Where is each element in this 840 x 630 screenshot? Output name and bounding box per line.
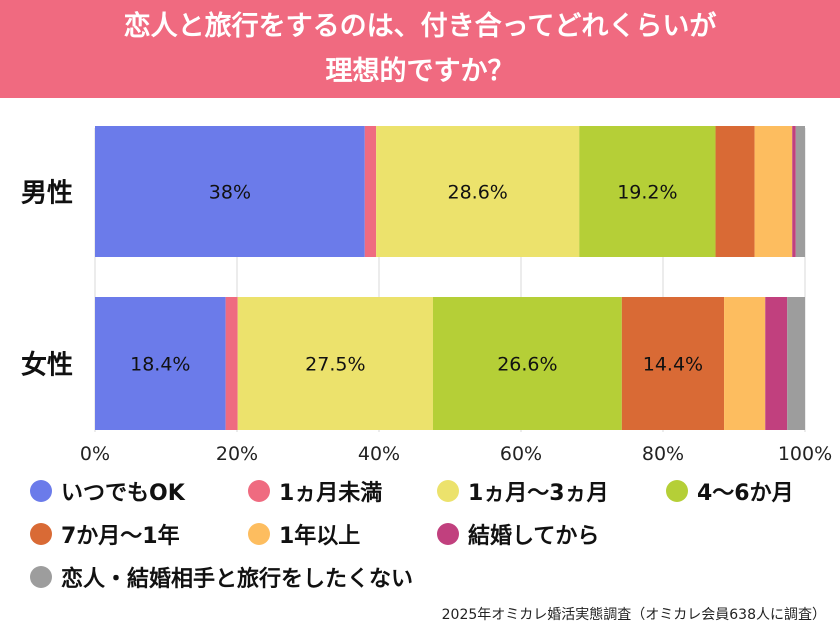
- legend-item-7: 恋人・結婚相手と旅行をしたくない: [30, 558, 413, 596]
- data-label-4: 27.5%: [305, 354, 365, 376]
- bar-segment-1-4: [621, 297, 725, 430]
- legend-swatch-0: [30, 480, 52, 502]
- legend-item-6: 結婚してから: [437, 515, 599, 553]
- legend-swatch-3: [666, 480, 688, 502]
- chart-legend: いつでもOK 1ヵ月未満 1ヵ月〜3ヵ月 4〜6か月 7か月〜1年 1年以上 結婚してから恋…: [0, 470, 840, 600]
- bar-segment-0-6: [792, 126, 796, 257]
- legend-item-4: 7か月〜1年: [30, 515, 180, 553]
- data-label-2: 19.2%: [617, 182, 677, 204]
- chart-title-banner: 恋人と旅行をするのは、付き合ってどれくらいが 理想的ですか？: [0, 0, 840, 98]
- source-note: 2025年オミカレ婚活実態調査（オミカレ会員638人に調査）: [441, 607, 826, 623]
- legend-item-1: 1ヵ月未満: [248, 472, 382, 510]
- data-label-1: 28.6%: [448, 182, 508, 204]
- bar-segment-0-7: [795, 126, 805, 257]
- chart-title-line1: 恋人と旅行をするのは、付き合ってどれくらいが: [123, 11, 717, 42]
- x-tick-label-0: 0%: [80, 443, 110, 465]
- x-tick-label-4: 80%: [642, 443, 684, 465]
- legend-label-0: いつでもOK: [61, 481, 185, 506]
- chart-title-line2: 理想的ですか？: [325, 56, 515, 87]
- bar-segment-0-0: [95, 126, 365, 257]
- bar-segment-0-5: [754, 126, 793, 257]
- bar-segment-1-5: [724, 297, 766, 430]
- x-tick-label-3: 60%: [500, 443, 542, 465]
- bar-segment-0-1: [364, 126, 377, 257]
- legend-item-5: 1年以上: [248, 515, 360, 553]
- category-label-0: 男性: [21, 179, 73, 209]
- bar-segment-1-1: [225, 297, 238, 430]
- bar-segment-0-4: [715, 126, 755, 257]
- legend-item-3: 4〜6か月: [666, 472, 794, 510]
- data-label-3: 18.4%: [130, 354, 190, 376]
- legend-label-2: 1ヵ月〜3ヵ月: [468, 481, 609, 506]
- x-tick-label-5: 100%: [778, 443, 832, 465]
- bar-segment-1-3: [432, 297, 622, 430]
- legend-item-2: 1ヵ月〜3ヵ月: [437, 472, 609, 510]
- legend-swatch-4: [30, 523, 52, 545]
- data-label-5: 26.6%: [497, 354, 557, 376]
- bar-segment-0-3: [579, 126, 716, 257]
- x-tick-label-2: 40%: [358, 443, 400, 465]
- legend-label-5: 1年以上: [279, 524, 361, 549]
- legend-swatch-5: [248, 523, 270, 545]
- bar-segment-1-6: [765, 297, 788, 430]
- bar-segment-1-2: [237, 297, 433, 430]
- legend-swatch-2: [437, 480, 459, 502]
- legend-label-1: 1ヵ月未満: [279, 481, 383, 506]
- category-label-1: 女性: [21, 350, 73, 381]
- data-label-0: 38%: [209, 182, 251, 204]
- legend-item-0: いつでもOK: [30, 472, 185, 510]
- legend-label-4: 7か月〜1年: [61, 524, 180, 549]
- legend-label-3: 4〜6か月: [697, 481, 794, 506]
- legend-swatch-7: [30, 566, 52, 588]
- x-tick-label-1: 20%: [216, 443, 258, 465]
- bar-segment-0-2: [376, 126, 580, 257]
- legend-swatch-6: [437, 523, 459, 545]
- data-label-6: 14.4%: [643, 354, 703, 376]
- legend-label-7: 恋人・結婚相手と旅行をしたくない: [61, 567, 414, 592]
- bar-segment-1-0: [95, 297, 226, 430]
- bar-segment-1-7: [787, 297, 805, 430]
- legend-label-6: 結婚してから: [468, 524, 600, 549]
- legend-swatch-1: [248, 480, 270, 502]
